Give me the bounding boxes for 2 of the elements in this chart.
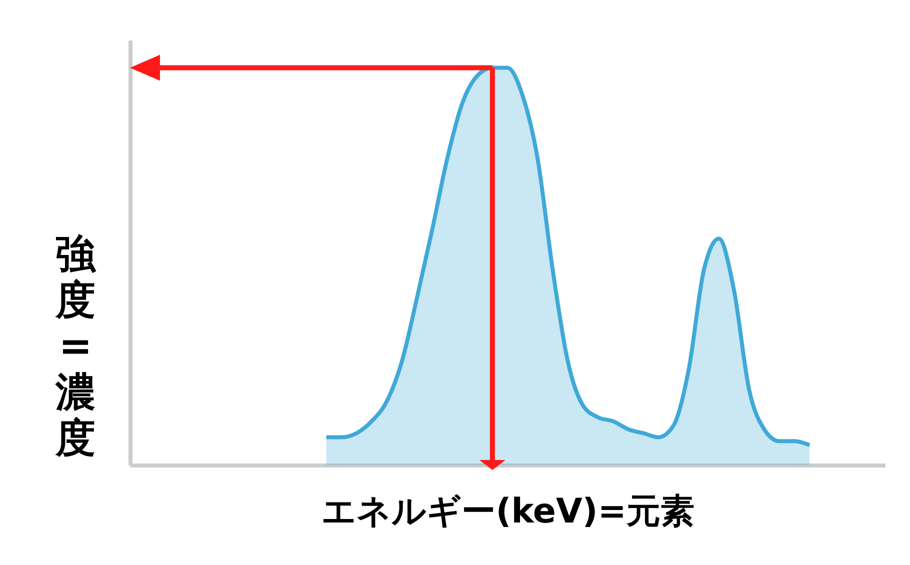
x-axis-title: エネルギー(keV)=元素 xyxy=(322,492,694,532)
y-axis-title: 強度=濃度 xyxy=(54,232,96,462)
